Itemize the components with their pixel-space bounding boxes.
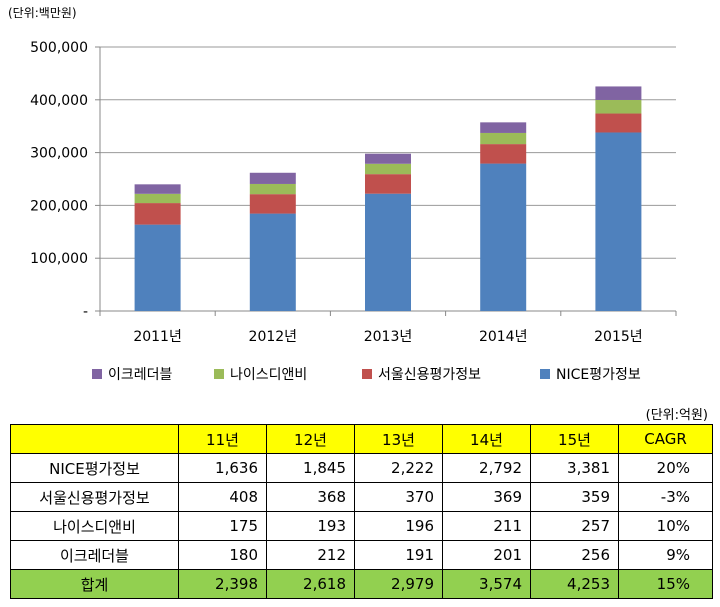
x-tick-label: 2015년 (594, 329, 643, 345)
header-12: 12년 (266, 424, 355, 454)
legend-label: 나이스디앤비 (230, 367, 307, 383)
table-total-row: 합계 2,398 2,618 2,979 3,574 4,253 15% (10, 569, 713, 599)
table-row: 이크레더블 180 212 191 201 256 9% (10, 540, 713, 570)
header-11: 11년 (178, 424, 267, 454)
cagr-cell: 20% (618, 453, 713, 483)
bar-segment (595, 99, 642, 114)
data-table: 11년 12년 13년 14년 15년 CAGR NICE평가정보 1,636 … (10, 424, 713, 599)
header-14: 14년 (442, 424, 531, 454)
y-tick-label: 300,000 (30, 146, 88, 162)
y-tick-label: 200,000 (30, 198, 88, 214)
total-label: 합계 (10, 569, 179, 599)
table-cell: 369 (442, 482, 531, 512)
y-tick-label: 100,000 (30, 251, 88, 267)
table-cell: 175 (178, 511, 267, 541)
table-cell: 2,222 (354, 453, 443, 483)
bar-segment (480, 144, 527, 164)
bar-segment (249, 183, 296, 195)
bar-segment (595, 86, 642, 100)
bar-segment (249, 213, 296, 311)
table-row: 나이스디앤비 175 193 196 211 257 10% (10, 511, 713, 541)
bar-segment (365, 153, 411, 164)
legend-swatch (214, 369, 224, 379)
header-15: 15년 (530, 424, 619, 454)
table-row: 서울신용평가정보 408 368 370 369 359 -3% (10, 482, 713, 512)
row-label: 서울신용평가정보 (10, 482, 179, 512)
table-cell: 1,845 (266, 453, 355, 483)
bar-segment (249, 172, 296, 184)
table-cell: 2,792 (442, 453, 531, 483)
bar-segment (134, 203, 181, 225)
cagr-cell: 10% (618, 511, 713, 541)
bar-segment (480, 132, 527, 145)
x-tick-label: 2012년 (249, 329, 298, 345)
bar-segment (480, 163, 527, 311)
total-cell: 2,979 (354, 569, 443, 599)
bar-segment (134, 184, 181, 194)
bar-segment (595, 113, 642, 133)
total-cell: 2,398 (178, 569, 267, 599)
total-cagr-cell: 15% (618, 569, 713, 599)
legend-swatch (92, 369, 102, 379)
header-13: 13년 (354, 424, 443, 454)
bar-segment (480, 122, 527, 133)
table-cell: 3,381 (530, 453, 619, 483)
total-cell: 2,618 (266, 569, 355, 599)
legend-swatch (362, 369, 372, 379)
cagr-cell: 9% (618, 540, 713, 570)
cagr-cell: -3% (618, 482, 713, 512)
chart-unit-label: (단위:백만원) (8, 6, 77, 20)
total-cell: 3,574 (442, 569, 531, 599)
bar-segment (365, 174, 411, 194)
stacked-bar-chart: (단위:백만원) - 100,000 200,000 300,000 400,000 50… (8, 6, 677, 383)
table-cell: 212 (266, 540, 355, 570)
bar-segment (595, 132, 642, 311)
table-cell: 256 (530, 540, 619, 570)
table-row: NICE평가정보 1,636 1,845 2,222 2,792 3,381 2… (10, 453, 713, 483)
legend-swatch (540, 369, 550, 379)
bar-segment (365, 163, 411, 175)
table-cell: 257 (530, 511, 619, 541)
table-cell: 408 (178, 482, 267, 512)
table-cell: 359 (530, 482, 619, 512)
table-header-row: 11년 12년 13년 14년 15년 CAGR (10, 424, 713, 454)
row-label: NICE평가정보 (10, 453, 179, 483)
table-cell: 193 (266, 511, 355, 541)
bar-segment (365, 193, 411, 311)
header-corner (10, 424, 179, 454)
table-cell: 368 (266, 482, 355, 512)
bar-segment (134, 193, 181, 204)
bar-segment (134, 224, 181, 311)
y-tick-label: 400,000 (30, 93, 88, 109)
y-tick-label: 500,000 (30, 40, 88, 56)
table-cell: 201 (442, 540, 531, 570)
table-cell: 211 (442, 511, 531, 541)
y-tick-label: - (83, 304, 88, 320)
table-cell: 370 (354, 482, 443, 512)
legend-label: NICE평가정보 (556, 367, 641, 383)
chart-canvas: - 100,000 200,000 300,000 400,000 500,000 2011… (30, 40, 677, 383)
row-label: 이크레더블 (10, 540, 179, 570)
legend-label: 이크레더블 (108, 367, 173, 383)
table-unit-label: (단위:억원) (645, 408, 708, 423)
x-tick-label: 2014년 (479, 329, 528, 345)
header-cagr: CAGR (618, 424, 713, 454)
legend-label: 서울신용평가정보 (378, 367, 481, 383)
table-cell: 196 (354, 511, 443, 541)
x-tick-label: 2011년 (133, 329, 182, 345)
table-cell: 191 (354, 540, 443, 570)
total-cell: 4,253 (530, 569, 619, 599)
bar-segment (249, 194, 296, 214)
table-cell: 1,636 (178, 453, 267, 483)
table-cell: 180 (178, 540, 267, 570)
row-label: 나이스디앤비 (10, 511, 179, 541)
x-tick-label: 2013년 (364, 329, 413, 345)
